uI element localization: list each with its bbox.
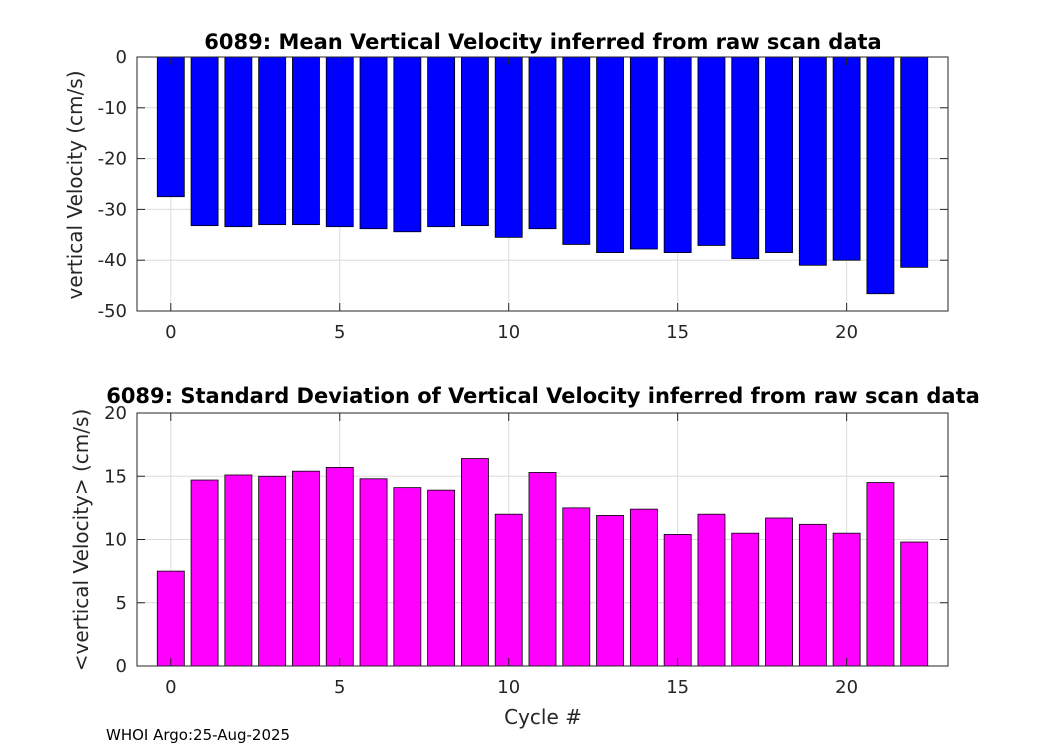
bar [663,56,692,253]
bar [156,570,185,667]
y-tick-label: 15 [104,466,127,487]
axes-frame [136,56,949,312]
bar [359,478,388,667]
bar [900,541,929,667]
y-tick-label: -10 [98,98,127,119]
y-tick-label: -40 [98,250,127,271]
x-axis-label: Cycle # [504,705,582,729]
bar [359,56,388,230]
bar [156,56,185,198]
chart-title: 6089: Mean Vertical Velocity inferred fr… [204,30,881,54]
bar [562,507,591,667]
bar [292,470,320,667]
bar [596,56,624,253]
bar [258,475,287,667]
bar [393,487,422,667]
y-tick-label: -20 [98,149,127,170]
y-tick-label: 0 [116,656,127,677]
y-axis-label: <vertical Velocity> (cm/s) [69,409,93,672]
y-tick-label: 10 [104,530,127,551]
bar [900,56,929,268]
bar [562,56,591,245]
bar [629,56,658,250]
bar [663,534,692,667]
bar [866,482,895,667]
x-tick-label: 0 [165,322,176,343]
bar [460,458,489,667]
bar [224,474,253,667]
chart-mean-vertical-velocity: 6089: Mean Vertical Velocity inferred fr… [63,30,949,343]
bar [190,479,219,667]
bar [832,532,861,667]
bar [258,56,287,226]
chart-std-vertical-velocity: 6089: Standard Deviation of Vertical Vel… [69,384,980,729]
y-tick-label: 5 [116,593,127,614]
bar [292,56,320,226]
bar [798,523,827,667]
bar [460,56,489,227]
footer-credit: WHOI Argo:25-Aug-2025 [106,726,291,744]
y-axis-label: vertical Velocity (cm/s) [63,71,87,300]
bar [325,466,354,667]
bar [494,513,523,667]
x-tick-label: 15 [666,677,689,698]
y-tick-label: -50 [98,301,127,322]
bar [427,56,456,228]
bar [765,517,793,667]
y-tick-label: 0 [116,47,127,68]
x-tick-label: 20 [835,677,858,698]
bar [798,56,827,266]
bar [224,56,253,228]
x-tick-label: 10 [497,677,520,698]
x-tick-label: 5 [334,677,345,698]
bar [528,472,557,667]
bar [765,56,793,253]
y-tick-label: 20 [104,403,127,424]
bar [697,513,726,667]
bar [629,508,658,667]
y-tick-label: -30 [98,199,127,220]
x-tick-label: 10 [497,322,520,343]
bar [731,56,760,260]
x-tick-label: 20 [835,322,858,343]
bar [325,56,354,228]
bar [190,56,219,227]
bar [832,56,861,261]
bar [731,532,760,667]
bar [596,515,624,667]
x-tick-label: 0 [165,677,176,698]
bar [494,56,523,238]
bar [393,56,422,233]
bar [427,489,456,667]
bar [697,56,726,246]
x-tick-label: 15 [666,322,689,343]
chart-title: 6089: Standard Deviation of Vertical Vel… [106,384,980,408]
x-tick-label: 5 [334,322,345,343]
bar [528,56,557,230]
bar [866,56,895,295]
